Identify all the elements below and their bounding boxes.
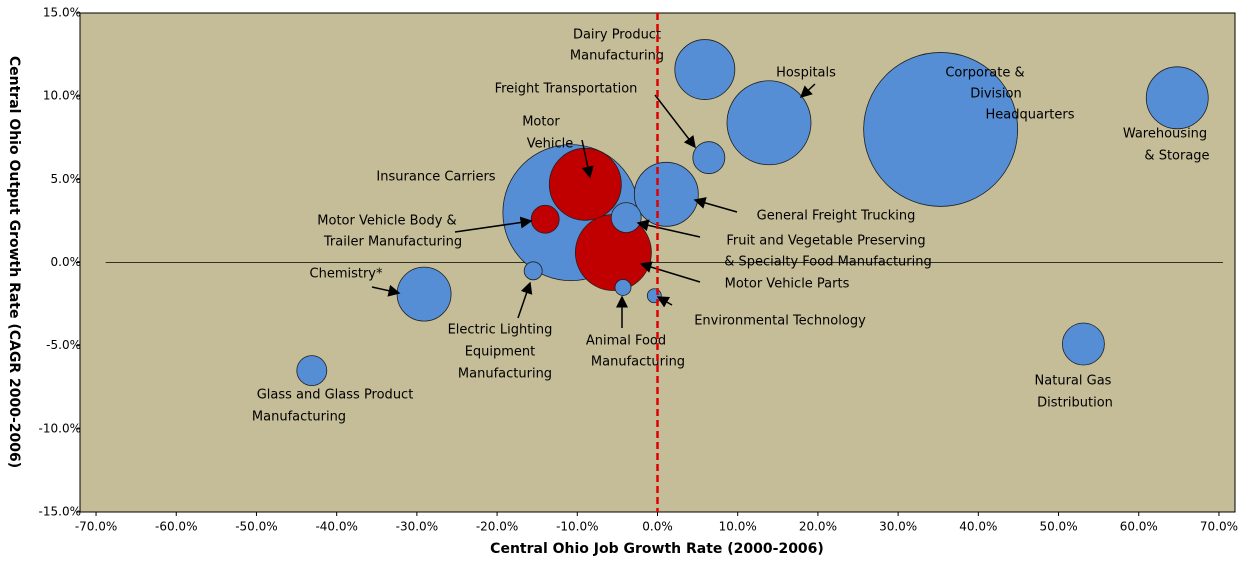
x-tick-label: 50.0% <box>1039 520 1077 534</box>
bubble <box>726 80 812 166</box>
point-label: & Specialty Food Manufacturing <box>724 255 931 270</box>
point-label: Corporate & <box>945 66 1024 81</box>
x-tick-label: -10.0% <box>556 520 598 534</box>
point-label: Division <box>970 87 1022 102</box>
x-tick-label: -20.0% <box>476 520 518 534</box>
x-tick-label: 20.0% <box>799 520 837 534</box>
y-tick-label: 0.0% <box>51 255 82 269</box>
point-label: Vehicle <box>527 137 574 152</box>
bubble <box>396 266 452 322</box>
point-label: Natural Gas <box>1035 374 1112 389</box>
bubble <box>692 141 726 175</box>
x-tick-label: -50.0% <box>235 520 277 534</box>
x-tick-label: 60.0% <box>1120 520 1158 534</box>
y-axis-title: Central Ohio Output Growth Rate (CAGR 20… <box>6 56 22 468</box>
point-label: Equipment <box>465 345 536 360</box>
point-label: Trailer Manufacturing <box>323 235 462 250</box>
x-tick-label: -60.0% <box>155 520 197 534</box>
point-label: Headquarters <box>985 108 1074 123</box>
point-label: Motor Vehicle Body & <box>317 214 456 229</box>
point-label: Dairy Product <box>573 28 661 43</box>
x-tick-label: -40.0% <box>315 520 357 534</box>
bubble <box>614 279 632 296</box>
bubble <box>610 202 642 233</box>
arrows <box>371 83 816 328</box>
y-tick-label: 10.0% <box>43 89 81 103</box>
x-tick-label: -70.0% <box>75 520 117 534</box>
x-tick-label: -30.0% <box>396 520 438 534</box>
point-label: Freight Transportation <box>495 82 638 97</box>
point-label: Environmental Technology <box>694 314 866 329</box>
point-label: Insurance Carriers <box>376 170 495 185</box>
bubble <box>674 39 736 100</box>
point-label: Manufacturing <box>252 410 346 425</box>
y-tick-label: 15.0% <box>43 6 81 20</box>
point-label: Animal Food <box>586 334 666 349</box>
y-tick-label: -5.0% <box>46 338 81 352</box>
bubble <box>633 161 699 227</box>
bubble <box>863 52 1019 207</box>
bubble <box>548 147 622 221</box>
point-label: Fruit and Vegetable Preserving <box>726 234 925 249</box>
y-tick-label: 5.0% <box>51 172 82 186</box>
x-tick-label: 10.0% <box>719 520 757 534</box>
bubble <box>646 288 662 304</box>
point-label: Motor <box>522 115 560 130</box>
point-label: General Freight Trucking <box>757 209 916 224</box>
point-label: & Storage <box>1144 149 1209 164</box>
x-axis-title: Central Ohio Job Growth Rate (2000-2006) <box>490 541 824 557</box>
x-tick-label: 40.0% <box>959 520 997 534</box>
x-tick-label: 30.0% <box>879 520 917 534</box>
bubble <box>530 204 560 234</box>
point-label: Chemistry* <box>310 267 383 282</box>
point-label: Electric Lighting <box>448 323 553 338</box>
point-label: Motor Vehicle Parts <box>725 277 850 292</box>
x-tick-label: 70.0% <box>1200 520 1238 534</box>
point-label: Hospitals <box>776 66 836 81</box>
y-tick-label: -15.0% <box>39 505 81 519</box>
bubble <box>296 355 328 387</box>
x-tick-label: 0.0% <box>642 520 673 534</box>
point-label: Distribution <box>1037 396 1113 411</box>
bubble <box>523 261 543 281</box>
bubble <box>1145 66 1209 130</box>
point-label: Manufacturing <box>591 355 685 370</box>
point-label: Glass and Glass Product <box>257 388 414 403</box>
point-label: Warehousing <box>1123 127 1207 142</box>
point-label: Manufacturing <box>458 367 552 382</box>
point-label: Manufacturing <box>570 49 664 64</box>
y-tick-label: -10.0% <box>39 421 81 435</box>
bubble <box>1062 322 1105 366</box>
